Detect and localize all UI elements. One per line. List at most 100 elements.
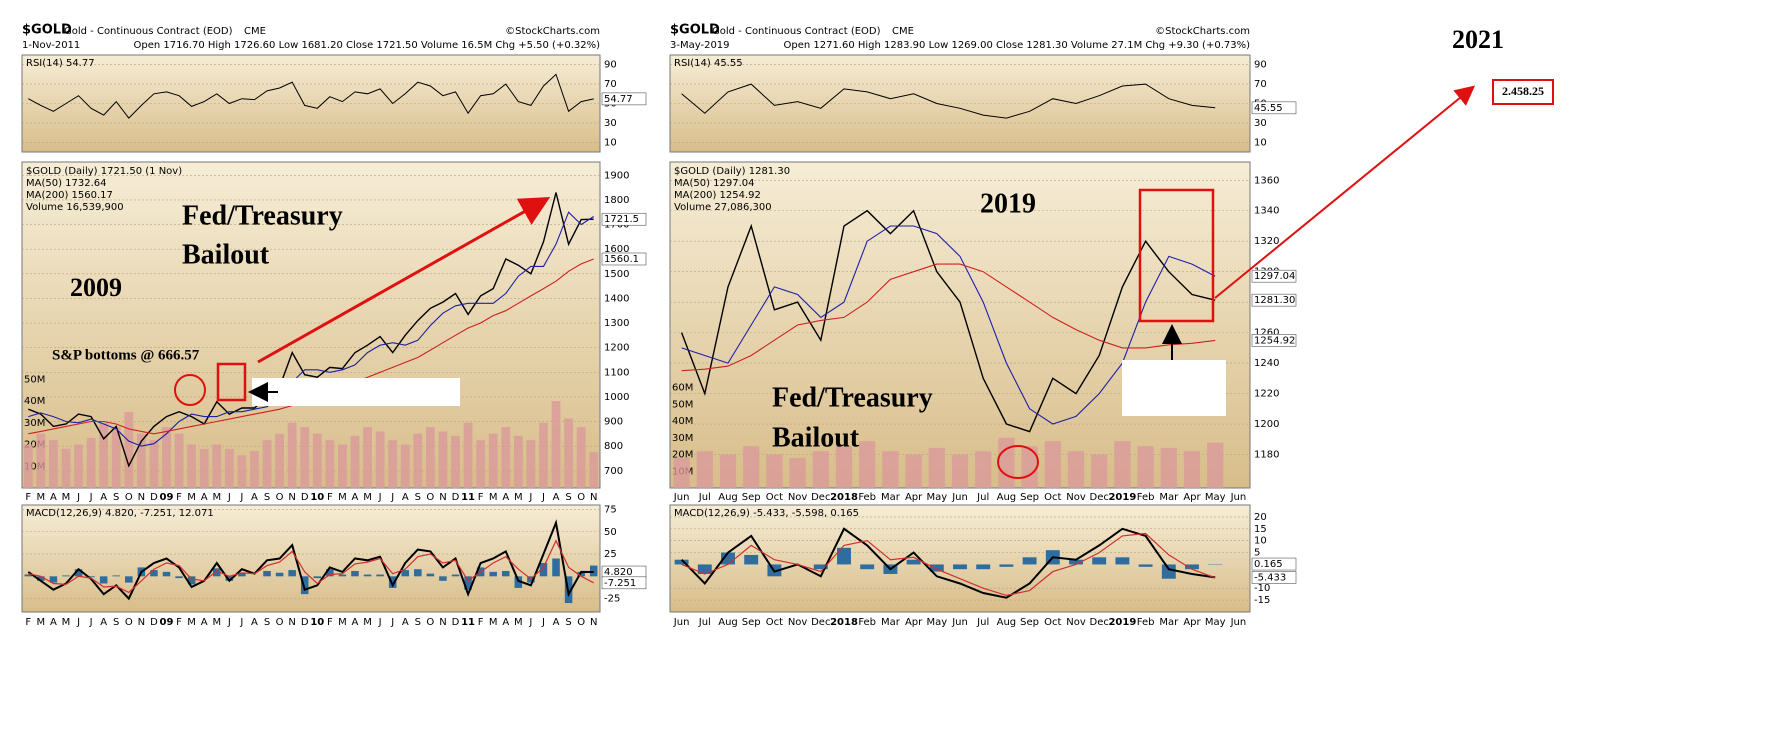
- volume-bar: [400, 444, 410, 488]
- volume-bar: [199, 448, 209, 488]
- highlight-box: [1138, 188, 1215, 323]
- x-tick-label: M: [187, 492, 196, 503]
- volume-bar: [325, 440, 335, 488]
- x-tick-label: May: [926, 617, 947, 628]
- histogram-bar: [1069, 559, 1083, 565]
- y-tick-label: 1400: [604, 293, 629, 304]
- y-tick-label: 1600: [604, 244, 629, 255]
- macd-label: MACD(12,26,9) -5.433, -5.598, 0.165: [674, 508, 859, 519]
- forecast-target: 2.458.25: [1502, 84, 1544, 98]
- quote: Open 1271.60 High 1283.90 Low 1269.00 Cl…: [783, 40, 1250, 51]
- x-tick-label: Mar: [881, 492, 901, 503]
- x-tick-label: Dec: [1090, 617, 1109, 628]
- x-tick-label: Jul: [698, 492, 711, 503]
- histogram-bar: [514, 576, 523, 588]
- overlay: 2021 2.458.25: [174, 25, 1554, 479]
- histogram-bar: [489, 571, 497, 577]
- x-tick-label: S: [415, 492, 421, 503]
- x-tick-label: J: [541, 617, 545, 628]
- volume-bar: [719, 454, 737, 488]
- x-tick-label: M: [338, 492, 347, 503]
- y-tick-label: 30: [604, 118, 617, 129]
- volume-bar: [350, 435, 360, 488]
- annotation: 2019: [980, 188, 1036, 219]
- x-tick-label: M: [338, 617, 347, 628]
- y-tick-label: 50: [604, 527, 617, 538]
- volume-bar: [789, 457, 806, 488]
- histogram-bar: [1185, 564, 1199, 570]
- callout-bg: [252, 378, 460, 406]
- histogram-bar: [275, 572, 284, 577]
- x-tick-label: Apr: [905, 617, 923, 628]
- volume-tick-label: 50M: [672, 399, 693, 410]
- histogram-bar: [300, 576, 309, 595]
- histogram-bar: [37, 576, 45, 581]
- volume-bar: [124, 411, 134, 488]
- x-tick-label: J: [76, 617, 80, 628]
- volume-bar: [250, 451, 259, 488]
- x-tick-label: 11: [461, 617, 475, 628]
- x-tick-label: M: [489, 492, 498, 503]
- histogram-bar: [999, 564, 1014, 567]
- x-tick-label: J: [239, 492, 243, 503]
- x-tick-label: O: [276, 617, 284, 628]
- x-tick-label: J: [378, 617, 382, 628]
- y-tick-label: 70: [604, 79, 617, 90]
- value-tag-label: -5.433: [1254, 572, 1286, 583]
- line: [680, 209, 1216, 433]
- x-tick-label: A: [251, 492, 258, 503]
- y-tick-label: 1000: [604, 392, 629, 403]
- volume-bar: [275, 433, 284, 488]
- x-tick-label: F: [25, 492, 31, 503]
- x-tick-label: J: [89, 617, 93, 628]
- value-tag-label: 4.820: [604, 567, 633, 578]
- x-tick-label: Aug: [997, 492, 1017, 503]
- x-tick-label: S: [565, 617, 571, 628]
- exchange: CME: [244, 26, 266, 37]
- volume-bar: [928, 447, 945, 488]
- histogram-bar: [338, 574, 347, 577]
- x-tick-label: Jul: [976, 617, 989, 628]
- x-tick-label: J: [541, 492, 545, 503]
- value-tag-label: 1560.1: [604, 254, 639, 265]
- x-tick-label: Apr: [1183, 617, 1201, 628]
- x-tick-label: A: [352, 617, 359, 628]
- source: ©StockCharts.com: [505, 26, 600, 37]
- annotation: Bailout: [772, 422, 860, 453]
- x-tick-label: Mar: [1159, 492, 1179, 503]
- y-tick-label: 10: [1254, 137, 1267, 148]
- x-tick-label: M: [363, 617, 372, 628]
- trend-arrow: [257, 197, 551, 364]
- y-tick-label: 25: [604, 549, 617, 560]
- volume-bar: [463, 422, 473, 488]
- legend-entry: $GOLD (Daily) 1721.50 (1 Nov): [26, 166, 182, 177]
- x-tick-label: S: [264, 617, 270, 628]
- histogram-bar: [225, 576, 234, 581]
- x-tick-label: S: [264, 492, 270, 503]
- x-tick-label: D: [150, 617, 158, 628]
- histogram-bar: [1138, 564, 1153, 567]
- volume-bar: [998, 437, 1015, 488]
- forecast-year: 2021: [1452, 25, 1504, 54]
- x-tick-label: 2018: [830, 492, 858, 503]
- y-tick-label: 10: [1254, 536, 1267, 547]
- x-tick-label: A: [352, 492, 359, 503]
- x-tick-label: O: [426, 492, 434, 503]
- line: [28, 211, 594, 447]
- volume-tick-label: 20M: [672, 450, 693, 461]
- annotation: Fed/Treasury: [772, 382, 933, 413]
- histogram-bar: [1115, 557, 1130, 565]
- value-tag: [1251, 293, 1297, 307]
- x-tick-label: A: [201, 617, 208, 628]
- x-tick-label: M: [62, 492, 71, 503]
- x-tick-label: J: [528, 492, 532, 503]
- y-tick-label: 1100: [604, 367, 629, 378]
- x-tick-label: F: [478, 617, 484, 628]
- histogram-bar: [175, 576, 183, 579]
- x-tick-label: 10: [310, 617, 324, 628]
- value-tag: [601, 212, 647, 226]
- x-tick-label: Oct: [1044, 617, 1061, 628]
- volume-bar: [99, 422, 109, 488]
- x-tick-label: A: [50, 617, 57, 628]
